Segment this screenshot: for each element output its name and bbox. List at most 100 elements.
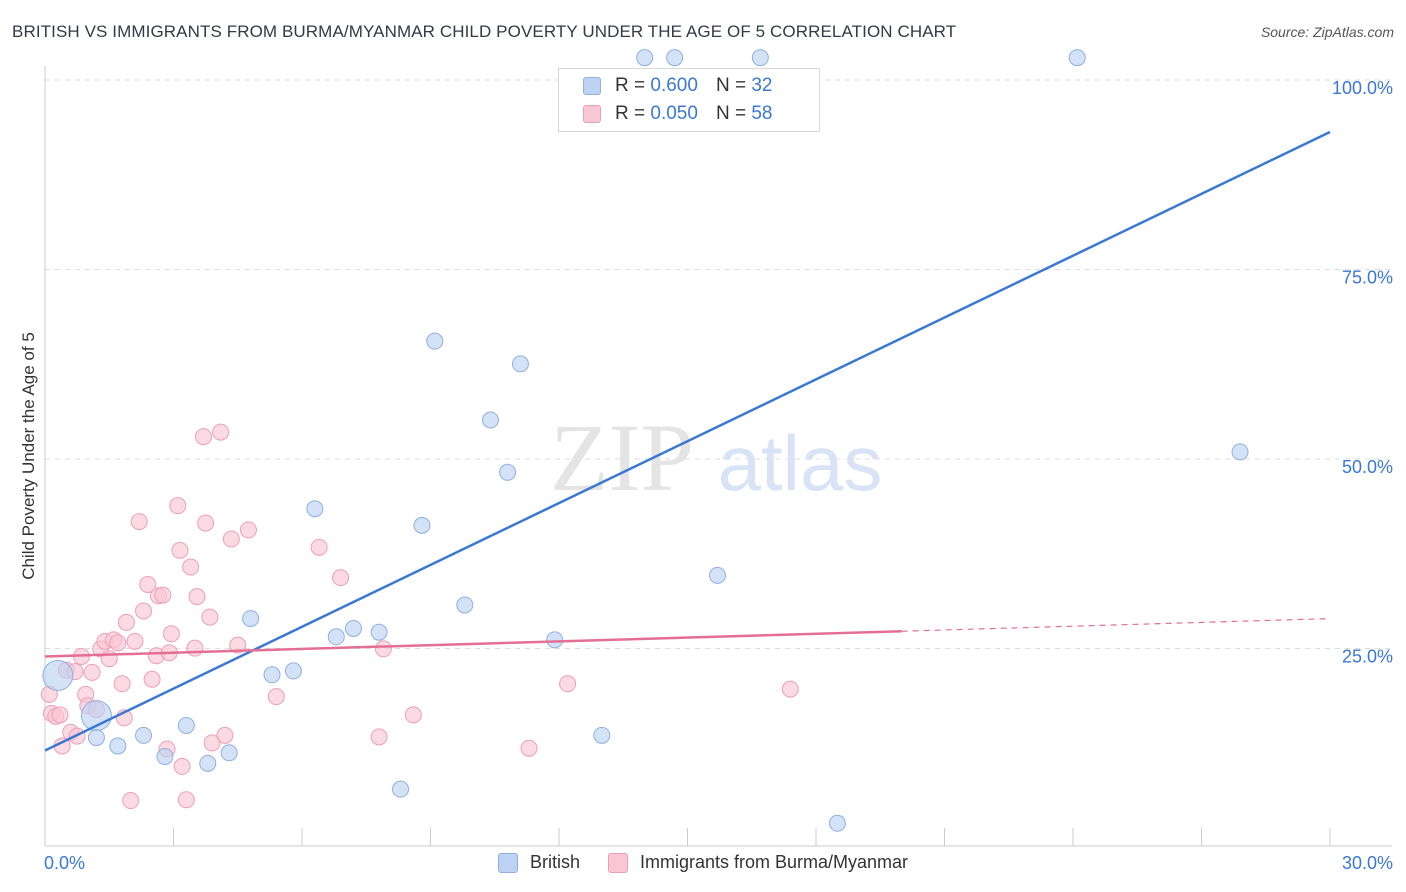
british-point: [481, 411, 499, 429]
y-tick-label: 75.0%: [1342, 268, 1393, 288]
british-point: [392, 780, 410, 798]
watermark-atlas: atlas: [718, 419, 883, 507]
x-tick-label: 0.0%: [44, 853, 85, 873]
burma-point: [154, 586, 172, 604]
legend-item-british[interactable]: British: [497, 852, 580, 873]
british-point: [242, 610, 260, 628]
burma-points: [40, 423, 799, 810]
british-legend-swatch: [497, 852, 518, 873]
british-point: [426, 332, 444, 350]
burma-point: [239, 521, 257, 539]
burma-point: [182, 558, 200, 576]
burma-point: [186, 639, 204, 657]
trend-lines: [44, 130, 1331, 752]
burma-point: [267, 688, 285, 706]
x-tick-labels: 0.0% 30.0%: [44, 853, 1393, 873]
burma-point: [332, 569, 350, 587]
burma-point: [126, 632, 144, 650]
burma-point: [135, 602, 153, 620]
burma-point: [122, 792, 140, 810]
burma-point: [173, 757, 191, 775]
burma-point: [781, 680, 799, 698]
british-point: [156, 748, 174, 766]
y-tick-label: 100.0%: [1332, 78, 1393, 98]
british-r-value: 0.600: [650, 75, 698, 96]
y-axis-label: Child Poverty Under the Age of 5: [19, 332, 38, 580]
legend-item-burma[interactable]: Immigrants from Burma/Myanmar: [607, 852, 909, 873]
burma-point: [310, 538, 328, 556]
burma-point: [177, 791, 195, 809]
burma-trend-extension: [901, 618, 1331, 632]
british-point: [42, 659, 74, 691]
burma-n-label: N =: [715, 103, 747, 124]
burma-point: [100, 650, 118, 668]
british-point: [370, 623, 388, 641]
british-points: [42, 49, 1249, 832]
british-point: [546, 631, 564, 649]
burma-point: [51, 706, 69, 724]
british-point: [135, 726, 153, 744]
burma-r-label: R =: [615, 103, 646, 124]
british-point: [306, 500, 324, 518]
british-point: [499, 463, 517, 481]
british-point: [284, 662, 302, 680]
series-legend: British Immigrants from Burma/Myanmar: [0, 852, 1406, 873]
british-legend-label: British: [529, 852, 580, 872]
burma-legend-swatch: [607, 852, 628, 873]
burma-point: [117, 613, 135, 631]
burma-point: [404, 706, 422, 724]
british-point: [413, 516, 431, 534]
burma-point: [130, 513, 148, 531]
x-tick-label: 30.0%: [1342, 853, 1393, 873]
british-point: [1068, 49, 1086, 67]
burma-point: [139, 575, 157, 593]
watermark-zip: ZIP: [550, 404, 694, 511]
british-point: [593, 726, 611, 744]
british-point: [109, 737, 127, 755]
legend-row-burma: R = 0.050 N = 58: [583, 102, 772, 126]
british-point: [828, 814, 846, 832]
burma-legend-label: Immigrants from Burma/Myanmar: [639, 852, 909, 872]
burma-point: [374, 640, 392, 658]
burma-point: [212, 423, 230, 441]
british-point: [344, 619, 362, 637]
burma-point: [203, 734, 221, 752]
british-n-label: N =: [715, 75, 747, 96]
british-point: [456, 596, 474, 614]
burma-point: [83, 663, 101, 681]
burma-trend-line: [44, 629, 902, 658]
burma-point: [370, 728, 388, 746]
burma-point: [143, 670, 161, 688]
burma-point: [559, 675, 577, 693]
british-point: [220, 744, 238, 762]
british-r-label: R =: [615, 75, 646, 96]
british-point: [177, 716, 195, 734]
british-point: [708, 566, 726, 584]
burma-point: [216, 726, 234, 744]
legend-row-british: R = 0.600 N = 32: [583, 74, 772, 98]
y-tick-labels: 25.0% 50.0% 75.0% 100.0%: [1332, 78, 1393, 667]
burma-point: [171, 541, 189, 559]
correlation-legend: R = 0.600 N = 32 R = 0.050 N = 58: [558, 68, 820, 132]
burma-n-value: 58: [751, 103, 773, 124]
british-point: [327, 628, 345, 646]
british-point: [263, 666, 281, 684]
british-point: [1231, 443, 1249, 461]
british-point: [751, 49, 769, 67]
y-tick-label: 50.0%: [1342, 457, 1393, 477]
british-point: [511, 355, 529, 373]
burma-point: [162, 625, 180, 643]
chart-title: BRITISH VS IMMIGRANTS FROM BURMA/MYANMAR…: [12, 22, 957, 41]
british-n-value: 32: [751, 75, 773, 96]
source-label: Source: ZipAtlas.com: [1260, 24, 1394, 40]
british-swatch: [583, 77, 601, 95]
burma-point: [229, 636, 247, 654]
burma-point: [109, 634, 127, 652]
grid-lines: [45, 79, 1392, 649]
burma-point: [197, 514, 215, 532]
british-point: [199, 754, 217, 772]
burma-point: [520, 739, 538, 757]
y-tick-label: 25.0%: [1342, 647, 1393, 667]
burma-point: [188, 588, 206, 606]
